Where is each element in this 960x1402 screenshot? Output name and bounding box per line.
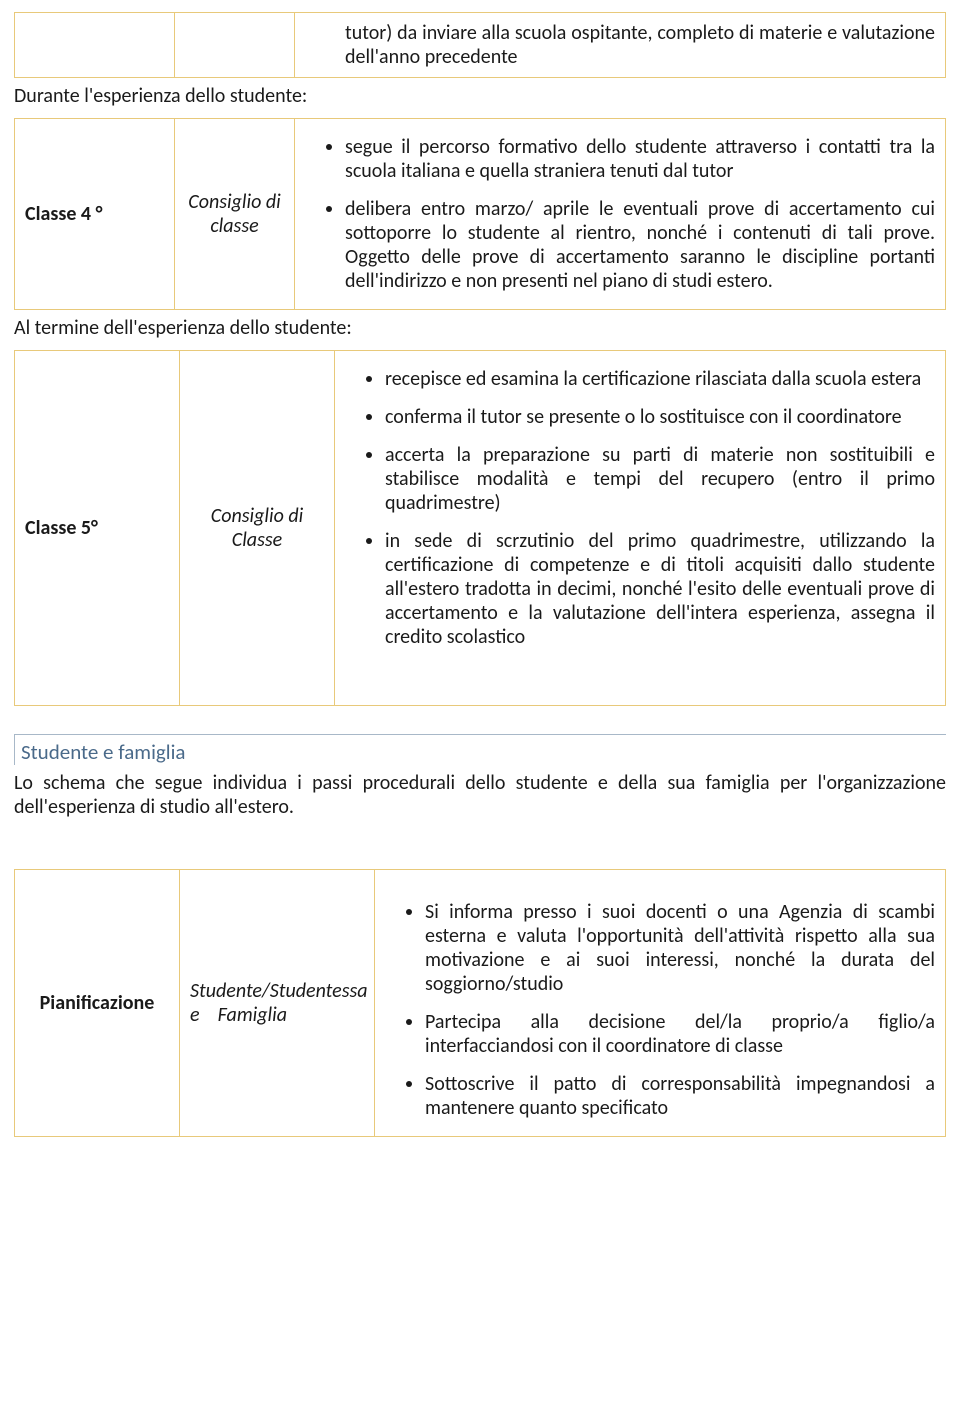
cell-consiglio xyxy=(175,13,295,78)
table-row: Pianificazione Studente/Studentessa e Fa… xyxy=(15,870,946,1137)
cell-content: recepisce ed esamina la certificazione r… xyxy=(335,351,946,706)
cell-content: Si informa presso i suoi docenti o una A… xyxy=(375,870,946,1137)
table-row: Classe 4 ° Consiglio di classe segue il … xyxy=(15,119,946,310)
cell-consiglio: Consiglio di Classe xyxy=(180,351,335,706)
stub-text: tutor) da inviare alla scuola ospitante,… xyxy=(305,21,935,69)
list-item: Sottoscrive il patto di corresponsabilit… xyxy=(425,1072,935,1120)
bullet-list: segue il percorso formativo dello studen… xyxy=(305,135,935,293)
list-item: delibera entro marzo/ aprile le eventual… xyxy=(345,197,935,293)
label-termine: Al termine dell'esperienza dello student… xyxy=(14,316,946,340)
table-pianificazione: Pianificazione Studente/Studentessa e Fa… xyxy=(14,869,946,1137)
table-row: tutor) da inviare alla scuola ospitante,… xyxy=(15,13,946,78)
cell-classe xyxy=(15,13,175,78)
cell-phase: Pianificazione xyxy=(15,870,180,1137)
cell-content: tutor) da inviare alla scuola ospitante,… xyxy=(295,13,946,78)
actor-line2: e Famiglia xyxy=(190,1003,287,1027)
list-item: conferma il tutor se presente o lo sosti… xyxy=(385,405,935,429)
list-item: recepisce ed esamina la certificazione r… xyxy=(385,367,935,391)
table-termine: Classe 5° Consiglio di Classe recepisce … xyxy=(14,350,946,706)
actor-line1: Studente/Studentessa xyxy=(190,979,368,1003)
table-stub-top: tutor) da inviare alla scuola ospitante,… xyxy=(14,12,946,78)
table-durante: Classe 4 ° Consiglio di classe segue il … xyxy=(14,118,946,310)
bullet-list: Si informa presso i suoi docenti o una A… xyxy=(385,900,935,1120)
section-intro: Lo schema che segue individua i passi pr… xyxy=(14,771,946,819)
cell-content: segue il percorso formativo dello studen… xyxy=(295,119,946,310)
list-item: Si informa presso i suoi docenti o una A… xyxy=(425,900,935,996)
section-title: Studente e famiglia xyxy=(14,734,946,765)
bullet-list: recepisce ed esamina la certificazione r… xyxy=(345,367,935,649)
list-item: Partecipa alla decisione del/la proprio/… xyxy=(425,1010,935,1058)
cell-consiglio: Consiglio di classe xyxy=(175,119,295,310)
label-durante: Durante l'esperienza dello studente: xyxy=(14,84,946,108)
list-item: in sede di scrzutinio del primo quadrime… xyxy=(385,529,935,649)
cell-actor: Studente/Studentessa e Famiglia xyxy=(180,870,375,1137)
list-item: accerta la preparazione su parti di mate… xyxy=(385,443,935,515)
cell-classe: Classe 4 ° xyxy=(15,119,175,310)
list-item: segue il percorso formativo dello studen… xyxy=(345,135,935,183)
table-row: Classe 5° Consiglio di Classe recepisce … xyxy=(15,351,946,706)
cell-classe: Classe 5° xyxy=(15,351,180,706)
